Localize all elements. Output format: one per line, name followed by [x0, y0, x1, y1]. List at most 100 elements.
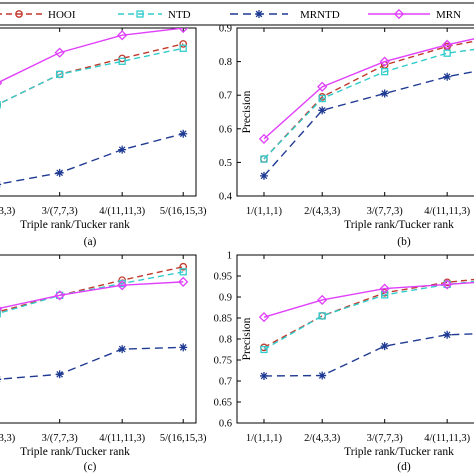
series-line-hooi: [0, 43, 184, 105]
legend-marker-mrn: [393, 8, 405, 20]
chart-panel-d: 1/(1,1,1) 2/(4,3,3) 3/(7,7,3) 4/(11,11,3) 0.…: [214, 251, 474, 473]
x-tick-label: 3/(7,7,3): [367, 206, 404, 217]
data-point-mrn: [258, 133, 270, 144]
data-point-hooi: [318, 312, 327, 320]
y-tick-label: 0.7: [219, 377, 232, 388]
y-tick-label: 0.75: [214, 356, 232, 367]
panel-letter: (d): [397, 461, 411, 473]
y-tick-label: 0.8: [219, 57, 232, 68]
series-line-mrn: [0, 281, 184, 309]
chart-panel-b: 1/(1,1,1) 2/(4,3,3) 3/(7,7,3) 4/(11,11,3) 0.…: [219, 24, 474, 248]
data-point-mrntd: [55, 370, 64, 379]
y-tick-label: 0.95: [214, 272, 232, 283]
data-point-mrn: [54, 290, 65, 301]
x-tick-label: 2/(4,3,3): [0, 433, 16, 444]
data-point-ntd: [443, 49, 451, 57]
data-point-mrntd: [380, 89, 389, 98]
legend-marker-hooi: [15, 10, 23, 18]
y-tick-label: 1: [227, 251, 232, 262]
data-point-ntd: [260, 155, 268, 163]
data-point-ntd: [56, 70, 64, 78]
legend-marker-ntd: [136, 10, 144, 18]
data-point-mrntd: [318, 106, 327, 115]
panel-letter: (c): [84, 461, 97, 473]
legend-marker-mrntd: [255, 10, 263, 18]
data-point-mrntd: [259, 171, 268, 180]
y-tick-label: 0.4: [219, 192, 233, 203]
data-point-mrntd: [0, 181, 2, 188]
series-line-hooi: [263, 278, 474, 349]
x-tick-label: 2/(4,3,3): [0, 206, 16, 217]
plot-frame: [0, 254, 197, 424]
data-point-mrn: [178, 28, 189, 34]
data-point-mrn: [317, 294, 328, 306]
data-point-mrn: [379, 283, 390, 294]
x-tick-label: 1/(1,1,1): [246, 433, 283, 444]
y-tick-label: 0.6: [219, 124, 232, 135]
data-point-mrntd: [179, 129, 188, 138]
legend-label-mrn: MRN: [436, 9, 461, 21]
data-point-mrntd: [55, 168, 64, 177]
series-line-hooi: [263, 40, 474, 160]
series-line-mrntd: [263, 70, 474, 177]
data-point-mrn: [54, 47, 65, 58]
data-point-mrn: [317, 81, 328, 92]
panel-letter: (a): [84, 236, 97, 248]
series-line-ntd: [263, 48, 474, 160]
series-line-mrn: [263, 281, 474, 318]
data-point-mrn: [117, 280, 128, 291]
data-point-ntd: [381, 68, 389, 76]
chart-panel-a: 2/(4,3,3) 3/(7,7,3) 4/(11,11,3) 5/(16,15,3)…: [0, 27, 207, 248]
data-point-mrntd: [443, 72, 452, 81]
data-point-ntd: [179, 44, 187, 52]
x-axis-label: Triple rank/Tucker rank: [344, 219, 454, 231]
legend: HOOI NTD MRNTD MRN: [0, 2, 474, 26]
x-tick-label: 2/(4,3,3): [304, 206, 341, 217]
data-point-ntd: [179, 268, 187, 276]
y-tick-label: 0.7: [219, 91, 232, 102]
x-tick-label: 5/(16,15,3): [160, 433, 207, 444]
y-tick-label: 0.8: [219, 335, 232, 346]
series-line-mrn: [263, 38, 474, 140]
x-axis-label: Triple rank/Tucker rank: [20, 446, 130, 458]
legend-label-hooi: HOOI: [48, 9, 76, 21]
data-point-mrntd: [259, 371, 268, 380]
data-point-mrntd: [380, 342, 389, 351]
data-point-ntd: [118, 57, 126, 65]
x-tick-label: 4/(11,11,3): [424, 206, 470, 217]
plot-frame: [0, 27, 197, 197]
data-point-mrn: [117, 30, 128, 41]
series-line-mrntd: [0, 133, 184, 185]
x-tick-label: 4/(11,11,3): [99, 433, 145, 444]
data-point-mrntd: [179, 343, 188, 352]
data-point-ntd: [318, 94, 326, 103]
chart-panel-c: 2/(4,3,3) 3/(7,7,3) 4/(11,11,3) 5/(16,15,3)…: [0, 254, 207, 473]
x-tick-label: 3/(7,7,3): [367, 433, 404, 444]
x-tick-label: 3/(7,7,3): [42, 433, 79, 444]
y-tick-label: 0.9: [219, 24, 232, 35]
y-tick-label: 0.5: [219, 158, 232, 169]
series-line-ntd: [0, 271, 184, 314]
data-point-mrn: [379, 56, 390, 67]
y-axis-label: Precision: [241, 317, 253, 360]
data-point-mrn: [258, 312, 270, 323]
series-line-mrn: [0, 28, 184, 83]
y-axis-label: Precision: [241, 90, 253, 133]
y-tick-label: 0.65: [214, 398, 232, 409]
series-line-ntd: [263, 280, 474, 351]
data-point-mrntd: [0, 376, 2, 383]
series-line-mrntd: [263, 333, 474, 377]
data-point-ntd: [318, 312, 326, 320]
y-tick-label: 0.85: [214, 314, 232, 325]
series-line-mrntd: [0, 346, 184, 380]
series-line-hooi: [0, 266, 184, 313]
x-tick-label: 3/(7,7,3): [42, 206, 79, 217]
data-point-hooi: [179, 40, 188, 48]
data-point-mrntd: [118, 145, 127, 154]
x-tick-label: 5/(16,15,3): [160, 206, 207, 217]
data-point-mrn: [442, 279, 453, 290]
data-point-mrntd: [443, 330, 452, 339]
x-tick-label: 2/(4,3,3): [304, 433, 341, 444]
y-tick-label: 0.6: [219, 419, 232, 430]
